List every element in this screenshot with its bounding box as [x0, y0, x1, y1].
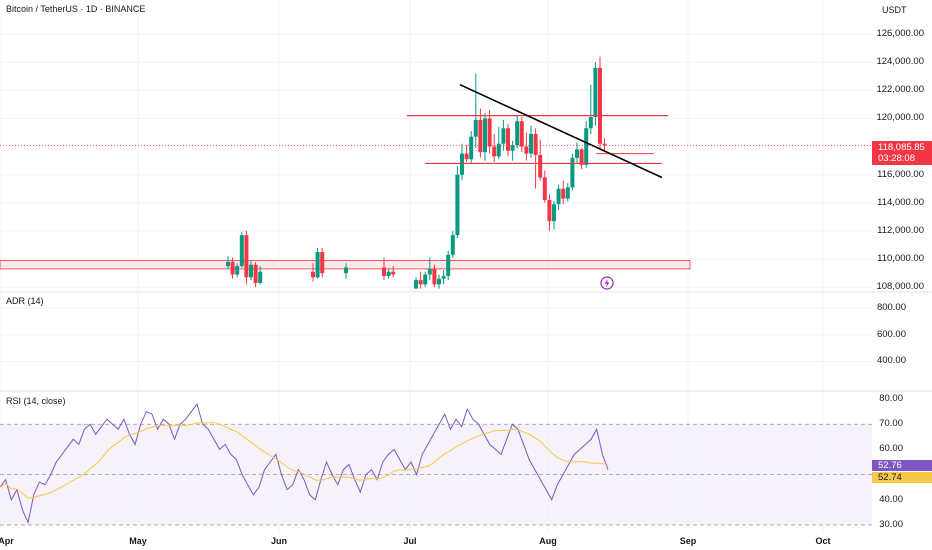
price-axis-label: 126,000.00	[876, 28, 924, 40]
candle-body	[588, 117, 593, 129]
candle-body	[320, 252, 325, 274]
candle-body	[315, 252, 320, 278]
candle-body	[552, 204, 556, 222]
time-axis-label: Sep	[679, 536, 697, 546]
candle-body	[510, 145, 515, 151]
candle-body	[382, 267, 386, 276]
candle-body	[391, 271, 396, 275]
adr-axis-label: 800.00	[876, 302, 906, 314]
candle-body	[249, 264, 253, 278]
price-axis-label: 112,000.00	[877, 224, 924, 236]
time-axis-label: Jun	[270, 536, 287, 546]
candle-body	[575, 149, 579, 158]
candle-body	[501, 128, 506, 144]
rsi-axis-label: 40.00	[879, 493, 903, 505]
current-price-tag: 118,085.85 03:28:08	[872, 141, 932, 165]
time-axis-label: May	[129, 536, 147, 546]
time-axis-label: Oct	[815, 536, 831, 546]
candle-body	[235, 266, 240, 275]
candle-body	[519, 121, 524, 147]
candle-body	[344, 267, 348, 274]
rsi-ma-line	[0, 421, 609, 499]
adr-indicator-label[interactable]: ADR (14)	[6, 296, 44, 306]
candle-body	[244, 235, 249, 278]
candle-body	[478, 119, 483, 153]
candle-body	[515, 121, 520, 146]
rsi-axis-label: 70.00	[879, 418, 903, 430]
adr-axis-label: 400.00	[876, 355, 906, 367]
candle-body	[483, 118, 487, 153]
lightning-circle-icon[interactable]	[600, 276, 614, 290]
price-axis-label: 110,000.00	[877, 253, 924, 265]
candle-body	[230, 261, 235, 275]
candle-body	[311, 271, 315, 278]
rsi-line	[0, 402, 609, 525]
candle-body	[423, 274, 428, 285]
candle-body	[487, 118, 492, 147]
price-axis-label: 120,000.00	[876, 112, 924, 124]
candle-body	[253, 264, 258, 283]
candle-body	[226, 261, 230, 267]
price-axis-label: 122,000.00	[876, 84, 924, 96]
candle-body	[441, 275, 446, 279]
price-axis-label: 116,000.00	[877, 168, 924, 180]
symbol-title[interactable]: Bitcoin / TetherUS · 1D · BINANCE	[6, 4, 146, 14]
candle-body	[386, 271, 391, 276]
candle-body	[473, 119, 478, 137]
price-axis-label: 124,000.00	[876, 56, 924, 68]
candle-body	[450, 235, 455, 255]
candle-body	[565, 187, 570, 199]
candle-body	[524, 146, 529, 154]
candle-body	[547, 200, 552, 222]
candle-body	[542, 177, 547, 200]
candle-body	[414, 280, 418, 289]
candle-body	[533, 133, 538, 155]
candle-body	[556, 188, 561, 205]
candle-body	[239, 235, 244, 267]
candle-body	[446, 254, 451, 276]
candle-body	[506, 128, 510, 151]
candle-body	[579, 149, 584, 165]
candle-body	[427, 268, 432, 275]
candle-body	[593, 67, 598, 118]
candle-body	[469, 136, 474, 160]
candle-body	[437, 278, 441, 285]
price-axis-label: 108,000.00	[876, 281, 924, 293]
time-axis-label: Apr	[0, 536, 14, 546]
time-axis-label: Aug	[539, 536, 557, 546]
candle-body	[418, 280, 423, 285]
candle-body	[464, 153, 469, 160]
candle-body	[432, 268, 437, 285]
currency-label: USDT	[882, 5, 907, 15]
rsi-axis-label: 80.00	[879, 393, 903, 405]
time-axis-label: Jul	[403, 536, 417, 546]
rsi-value-tag: 52.76	[872, 460, 932, 471]
candle-body	[455, 174, 460, 236]
rsi-axis-label: 30.00	[879, 518, 903, 530]
candle-body	[529, 133, 533, 154]
current-price-value: 118,085.85	[878, 142, 925, 153]
candle-body	[496, 143, 501, 157]
adr-axis-label: 600.00	[876, 328, 906, 340]
candle-body	[460, 153, 464, 175]
candle-body	[258, 271, 263, 283]
trendline	[459, 83, 663, 179]
rsi-ma-value-tag: 52.74	[872, 472, 932, 483]
candle-body	[584, 128, 589, 165]
rsi-indicator-label[interactable]: RSI (14, close)	[6, 396, 66, 406]
bar-countdown: 03:28:08	[878, 153, 915, 164]
candle-body	[570, 157, 575, 188]
candle-body	[602, 143, 607, 146]
candle-body	[561, 188, 566, 199]
candle-body	[538, 155, 543, 178]
candle-body	[598, 67, 602, 144]
price-axis-label: 114,000.00	[877, 196, 924, 208]
rsi-axis-label: 60.00	[879, 443, 903, 455]
candle-body	[492, 146, 497, 157]
